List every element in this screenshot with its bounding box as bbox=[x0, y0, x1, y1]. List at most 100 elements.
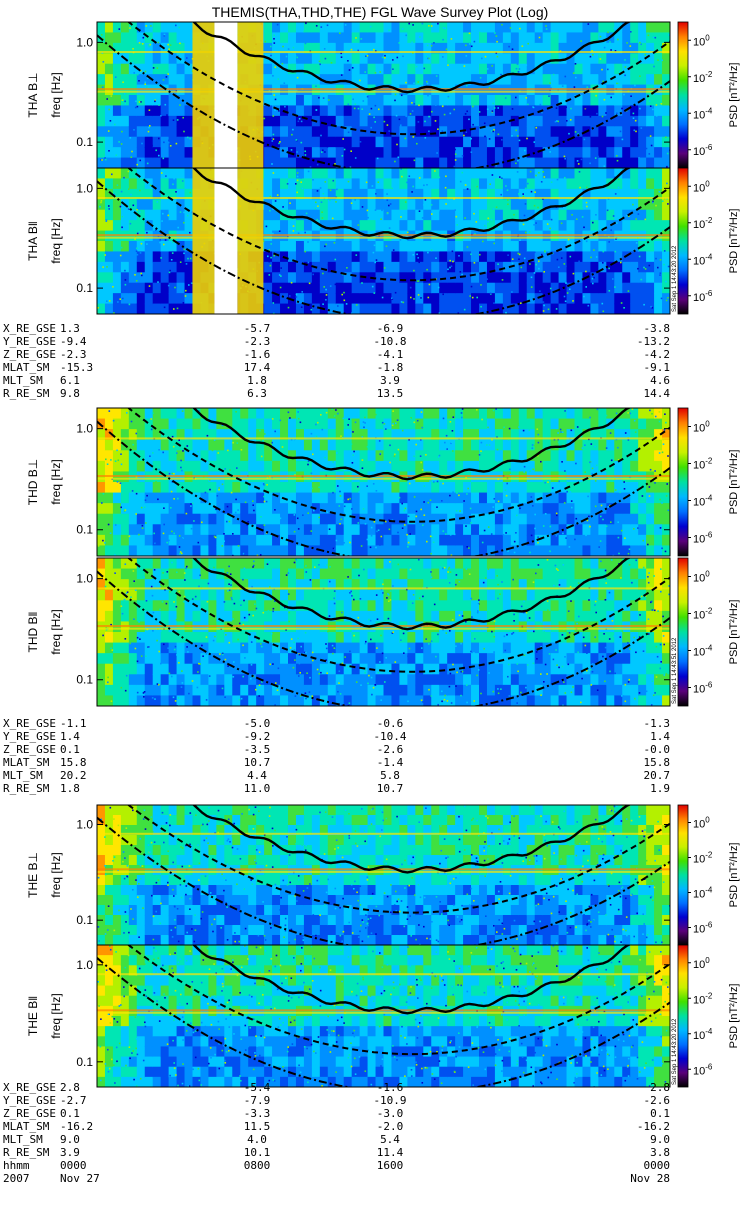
ephemeris-value: -4.2 bbox=[644, 348, 671, 361]
ephemeris-name: Z_RE_GSE bbox=[3, 743, 56, 756]
ephemeris-value: 5.4 bbox=[380, 1133, 400, 1146]
time-label: 0000 bbox=[60, 1159, 87, 1172]
ephemeris-name: MLAT_SM bbox=[3, 756, 50, 769]
ephemeris-value: 1.4 bbox=[60, 730, 80, 743]
ephemeris-value: -2.0 bbox=[377, 1120, 404, 1133]
ephemeris-value: -7.9 bbox=[244, 1094, 271, 1107]
colorbar-label: PSD [nT²/Hz] bbox=[728, 984, 740, 1049]
ephemeris-value: -1.1 bbox=[60, 717, 87, 730]
spectral-band bbox=[97, 1009, 670, 1011]
colorbar-tick-label: 100 bbox=[693, 956, 710, 971]
ephemeris-value: -3.8 bbox=[644, 322, 671, 335]
ephemeris-value: 1.3 bbox=[60, 322, 80, 335]
colorbar-tick-label: 10-6 bbox=[693, 289, 713, 304]
ephemeris-value: -0.0 bbox=[644, 743, 671, 756]
y-tick-label: 1.0 bbox=[76, 422, 93, 436]
colorbar-tick-label: 10-2 bbox=[693, 607, 713, 622]
ephemeris-value: 10.7 bbox=[244, 756, 271, 769]
ephemeris-value: -3.0 bbox=[377, 1107, 404, 1120]
ephemeris-value: 1.8 bbox=[247, 374, 267, 387]
ephemeris-value: 2.8 bbox=[60, 1081, 80, 1094]
colorbar-tick-label: 10-2 bbox=[693, 457, 713, 472]
colorbar bbox=[678, 558, 688, 706]
colorbar-tick-label: 10-6 bbox=[693, 681, 713, 696]
spectral-band bbox=[97, 88, 670, 90]
ephemeris-name: MLAT_SM bbox=[3, 1120, 50, 1133]
ephemeris-value: 10.1 bbox=[244, 1146, 271, 1159]
y-axis-label: freq [Hz] bbox=[49, 609, 63, 654]
plot-timestamp: Sat Sep 1 14:43:20 2012 bbox=[672, 1018, 678, 1085]
yellow-band bbox=[192, 168, 214, 314]
time-row-name: hhmm bbox=[3, 1159, 30, 1172]
y-axis-label: freq [Hz] bbox=[49, 218, 63, 263]
time-label: 0000 bbox=[644, 1159, 671, 1172]
colorbar-tick-label: 10-2 bbox=[693, 70, 713, 85]
ephemeris-value: 6.3 bbox=[247, 387, 267, 400]
yellow-band bbox=[192, 22, 214, 168]
ephemeris-value: -2.3 bbox=[244, 335, 271, 348]
ephemeris-name: Z_RE_GSE bbox=[3, 348, 56, 361]
ephemeris-value: 11.0 bbox=[244, 782, 271, 795]
spectral-band bbox=[97, 197, 670, 199]
ephemeris-value: 10.7 bbox=[377, 782, 404, 795]
y-tick-label: 0.1 bbox=[76, 523, 93, 537]
ephemeris-name: MLT_SM bbox=[3, 374, 43, 387]
ephemeris-value: 20.2 bbox=[60, 769, 87, 782]
y-tick-label: 1.0 bbox=[76, 181, 93, 195]
time-row-name: 2007 bbox=[3, 1172, 30, 1185]
colorbar-tick-label: 10-4 bbox=[693, 494, 713, 509]
colorbar-tick-label: 10-4 bbox=[693, 1027, 713, 1042]
spectral-band bbox=[97, 973, 670, 975]
time-label: Nov 28 bbox=[630, 1172, 670, 1185]
y-tick-label: 1.0 bbox=[76, 572, 93, 586]
chart-title: THEMIS(THA,THD,THE) FGL Wave Survey Plot… bbox=[212, 4, 549, 20]
ephemeris-value: 4.4 bbox=[247, 769, 267, 782]
ephemeris-value: -1.6 bbox=[377, 1081, 404, 1094]
yellow-band bbox=[237, 168, 263, 314]
panel-label: THE B‖ bbox=[26, 996, 40, 1036]
time-label: 1600 bbox=[377, 1159, 404, 1172]
colorbar-tick-label: 10-4 bbox=[693, 644, 713, 659]
y-tick-label: 0.1 bbox=[76, 135, 93, 149]
ephemeris-value: -16.2 bbox=[637, 1120, 670, 1133]
ephemeris-name: R_RE_SM bbox=[3, 782, 50, 795]
ephemeris-value: -2.3 bbox=[60, 348, 87, 361]
spectral-band bbox=[97, 871, 670, 873]
colorbar-tick-label: 10-4 bbox=[693, 252, 713, 267]
ephemeris-name: R_RE_SM bbox=[3, 1146, 50, 1159]
time-label: 0800 bbox=[244, 1159, 271, 1172]
colorbar-label: PSD [nT²/Hz] bbox=[728, 843, 740, 908]
ephemeris-value: -2.6 bbox=[377, 743, 404, 756]
colorbar-tick-label: 10-6 bbox=[693, 921, 713, 936]
ephemeris-value: -0.6 bbox=[377, 717, 404, 730]
ephemeris-value: 9.0 bbox=[650, 1133, 670, 1146]
ephemeris-value: 11.5 bbox=[244, 1120, 271, 1133]
ephemeris-name: Z_RE_GSE bbox=[3, 1107, 56, 1120]
ephemeris-name: X_RE_GSE bbox=[3, 717, 56, 730]
ephemeris-name: Y_RE_GSE bbox=[3, 335, 56, 348]
ephemeris-value: 9.0 bbox=[60, 1133, 80, 1146]
ephemeris-value: -10.8 bbox=[373, 335, 406, 348]
colorbar bbox=[678, 945, 688, 1087]
y-axis-label: freq [Hz] bbox=[49, 852, 63, 897]
spectral-band bbox=[97, 833, 670, 835]
y-tick-label: 1.0 bbox=[76, 35, 93, 49]
ephemeris-value: -5.0 bbox=[244, 717, 271, 730]
colorbar bbox=[678, 22, 688, 168]
panel-label: THA B⊥ bbox=[26, 72, 40, 117]
ephemeris-value: 5.8 bbox=[380, 769, 400, 782]
colorbar bbox=[678, 408, 688, 556]
ephemeris-name: Y_RE_GSE bbox=[3, 1094, 56, 1107]
ephemeris-name: MLT_SM bbox=[3, 1133, 43, 1146]
colorbar-tick-label: 10-6 bbox=[693, 1062, 713, 1077]
ephemeris-value: 0.1 bbox=[60, 743, 80, 756]
ephemeris-value: 1.4 bbox=[650, 730, 670, 743]
ephemeris-value: -5.7 bbox=[244, 322, 271, 335]
ephemeris-name: X_RE_GSE bbox=[3, 322, 56, 335]
colorbar-label: PSD [nT²/Hz] bbox=[728, 209, 740, 274]
